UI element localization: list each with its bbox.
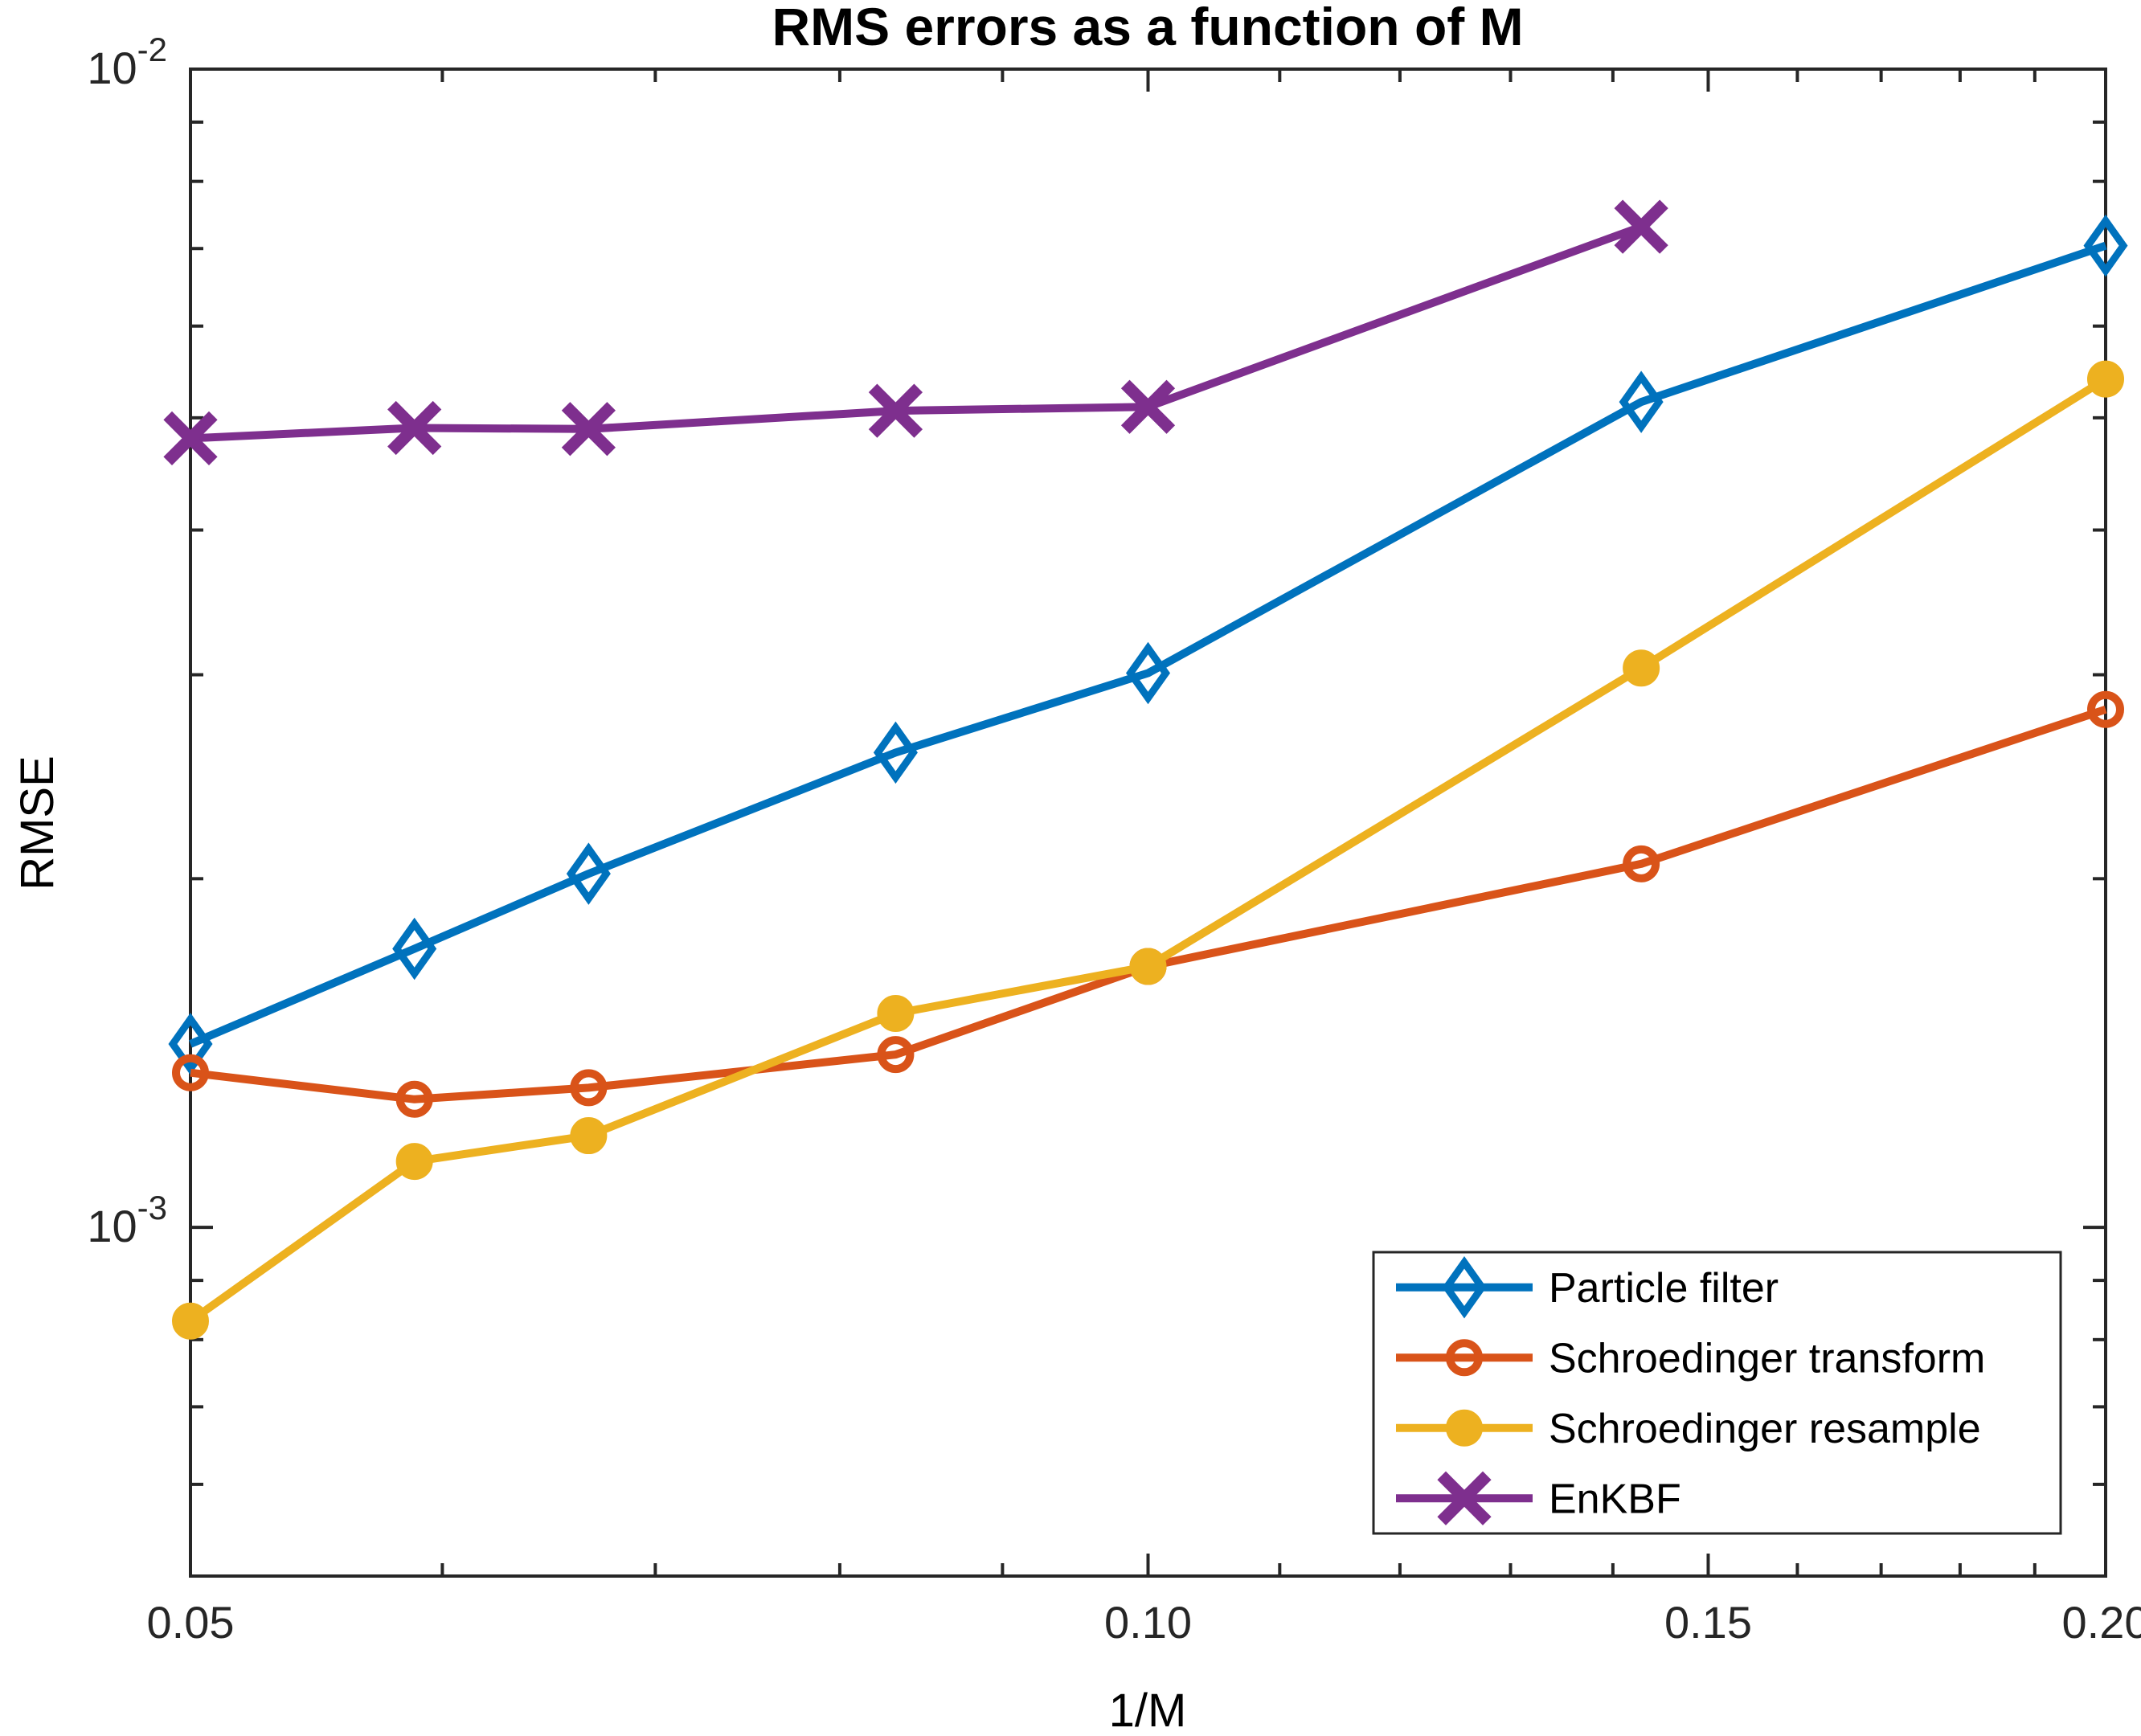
marker-particle-filter bbox=[392, 917, 437, 981]
legend-box bbox=[1372, 1251, 2062, 1535]
y-tick-label: 10-2 bbox=[87, 31, 167, 93]
marker-particle-filter bbox=[566, 842, 611, 905]
marker-schroedinger-resample bbox=[2087, 360, 2124, 398]
marker-schroedinger-transform bbox=[172, 1054, 209, 1091]
marker-schroedinger-resample bbox=[1129, 948, 1167, 985]
legend-marker-enkbf bbox=[1437, 1471, 1492, 1525]
marker-schroedinger-transform bbox=[1623, 845, 1660, 882]
marker-enkbf bbox=[1120, 379, 1176, 434]
legend-label-particle-filter: Particle filter bbox=[1549, 1265, 1779, 1312]
legend-label-schroedinger-resample: Schroedinger resample bbox=[1549, 1406, 1981, 1452]
marker-schroedinger-resample bbox=[172, 1302, 209, 1340]
x-tick-label: 0.05 bbox=[147, 1597, 235, 1648]
marker-schroedinger-resample bbox=[395, 1143, 433, 1181]
series-line-schroedinger-resample bbox=[188, 375, 2108, 1325]
marker-enkbf bbox=[387, 400, 442, 456]
marker-particle-filter bbox=[1125, 641, 1171, 705]
y-axis-label: RMSE bbox=[11, 755, 63, 891]
marker-schroedinger-resample bbox=[570, 1117, 608, 1155]
x-axis-label: 1/M bbox=[1109, 1685, 1187, 1736]
marker-enkbf bbox=[868, 383, 923, 438]
legend-marker-particle-filter bbox=[1442, 1255, 1487, 1319]
x-tick-label: 0.15 bbox=[1664, 1597, 1752, 1648]
marker-particle-filter bbox=[168, 1013, 213, 1075]
series-line-particle-filter bbox=[189, 241, 2107, 1048]
x-tick-label: 0.10 bbox=[1104, 1597, 1192, 1648]
chart-title: RMS errors as a function of M bbox=[772, 0, 1523, 56]
legend-label-enkbf: EnKBF bbox=[1549, 1476, 1681, 1522]
marker-enkbf bbox=[163, 411, 218, 465]
marker-schroedinger-resample bbox=[1623, 649, 1660, 687]
marker-particle-filter bbox=[873, 721, 918, 784]
series-line-schroedinger-transform bbox=[190, 705, 2107, 1103]
x-tick-label: 0.20 bbox=[2062, 1597, 2141, 1648]
y-tick-label: 10-3 bbox=[87, 1189, 167, 1251]
marker-schroedinger-resample bbox=[877, 994, 915, 1032]
marker-particle-filter bbox=[2083, 214, 2128, 277]
legend-marker-schroedinger-transform bbox=[1446, 1339, 1483, 1377]
legend-marker-schroedinger-resample bbox=[1446, 1409, 1483, 1447]
marker-particle-filter bbox=[1619, 371, 1664, 433]
marker-schroedinger-transform bbox=[877, 1036, 915, 1074]
marker-enkbf bbox=[1614, 199, 1668, 254]
marker-schroedinger-transform bbox=[2087, 690, 2124, 728]
series-line-enkbf bbox=[190, 223, 1643, 443]
marker-schroedinger-transform bbox=[395, 1080, 433, 1118]
marker-schroedinger-transform bbox=[570, 1069, 608, 1107]
marker-enkbf bbox=[561, 402, 616, 457]
legend-label-schroedinger-transform: Schroedinger transform bbox=[1549, 1335, 1985, 1382]
